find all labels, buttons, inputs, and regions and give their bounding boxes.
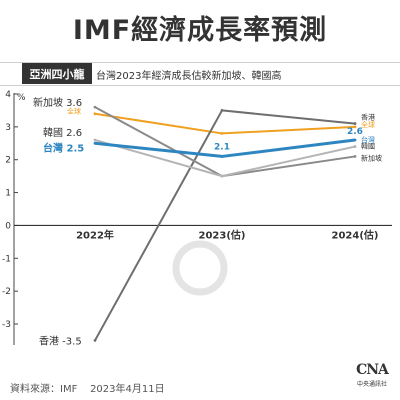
date-text: 2023年4月11日 bbox=[90, 384, 165, 395]
y-tick-label: 3 bbox=[5, 123, 11, 133]
data-point bbox=[93, 105, 97, 109]
data-label: 全球 bbox=[361, 120, 375, 129]
data-point bbox=[93, 339, 97, 342]
y-tick-label: -3 bbox=[2, 320, 11, 330]
x-tick-label: 2024(估) bbox=[332, 228, 379, 241]
y-tick-label: -1 bbox=[2, 254, 11, 264]
data-point bbox=[353, 125, 357, 129]
x-tick-label: 2023(估) bbox=[199, 228, 246, 241]
y-tick-label: 2 bbox=[5, 156, 11, 166]
logo-mark: CNA bbox=[356, 362, 389, 378]
source-text: 資料來源：IMF bbox=[10, 384, 78, 395]
y-tick-label: 0 bbox=[5, 221, 11, 231]
cna-logo: CNA 中央通訊社 bbox=[352, 362, 392, 396]
data-point bbox=[220, 155, 224, 158]
y-axis-unit: % bbox=[17, 93, 26, 103]
data-point bbox=[93, 141, 97, 145]
data-point bbox=[220, 132, 224, 135]
data-label: 2.1 bbox=[214, 142, 230, 152]
footer-source: 資料來源：IMF 2023年4月11日 bbox=[10, 380, 165, 395]
y-tick-label: 1 bbox=[5, 189, 11, 199]
series-line-0 bbox=[94, 112, 356, 135]
data-point bbox=[93, 112, 97, 116]
watermark bbox=[172, 240, 228, 296]
data-point bbox=[93, 138, 97, 142]
x-tick-label: 2022年 bbox=[76, 228, 114, 241]
data-label: 2.6 bbox=[347, 127, 363, 137]
data-label: 新加坡 bbox=[361, 153, 382, 162]
data-point bbox=[353, 138, 357, 142]
data-point bbox=[220, 109, 224, 112]
data-label: 台灣 2.5 bbox=[43, 141, 84, 154]
y-tick-label: 4 bbox=[5, 90, 11, 100]
data-label: 香港 bbox=[361, 113, 375, 122]
data-label: 台灣 bbox=[361, 135, 375, 144]
logo-text: 中央通訊社 bbox=[356, 381, 387, 388]
data-label: 全球 bbox=[67, 107, 81, 116]
chart-subtitle: 台灣2023年經濟成長估較新加坡、韓國高 bbox=[96, 71, 282, 82]
data-label: 韓國 bbox=[361, 142, 375, 151]
data-point bbox=[353, 155, 357, 158]
data-label: 韓國 2.6 bbox=[43, 127, 82, 139]
data-label: 新加坡 3.6 bbox=[33, 96, 82, 109]
data-point bbox=[353, 145, 357, 148]
y-tick-label: -2 bbox=[2, 287, 11, 297]
category-tag: 亞洲四小龍 bbox=[22, 63, 92, 84]
data-label: 香港 -3.5 bbox=[39, 335, 82, 347]
data-point bbox=[220, 174, 224, 178]
chart-title: IMF經濟成長率預測 bbox=[72, 15, 328, 46]
data-point bbox=[353, 122, 357, 125]
